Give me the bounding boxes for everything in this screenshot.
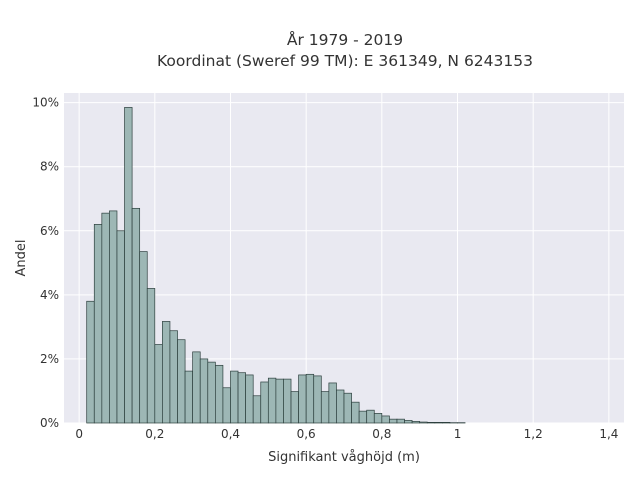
- histogram-bar: [267, 377, 277, 424]
- histogram-bar: [290, 391, 299, 424]
- y-tick-label: 0%: [40, 416, 59, 430]
- y-axis-ticks: 0% 2% 4% 6% 8% 10%: [32, 96, 59, 430]
- x-tick-label: 1,2: [524, 427, 543, 441]
- histogram-bar: [298, 374, 307, 424]
- histogram-bar: [207, 361, 216, 424]
- x-tick-label: 0,4: [221, 427, 240, 441]
- histogram-bar: [162, 321, 171, 424]
- x-tick-label: 1,4: [599, 427, 618, 441]
- histogram-bar: [230, 370, 239, 424]
- histogram-bar: [358, 410, 368, 424]
- histogram-bar: [411, 421, 421, 424]
- histogram-bar: [366, 409, 375, 424]
- x-tick-label: 0,2: [145, 427, 164, 441]
- histogram-bar: [260, 381, 269, 424]
- x-tick-label: 0,6: [297, 427, 316, 441]
- histogram-bar: [109, 210, 118, 424]
- histogram-bar: [396, 418, 405, 424]
- histogram-bar: [351, 401, 360, 424]
- y-tick-label: 6%: [40, 224, 59, 238]
- histogram-bar: [305, 373, 315, 424]
- x-axis-label: Signifikant våghöjd (m): [268, 450, 420, 465]
- histogram-bar: [177, 339, 186, 424]
- histogram-bar: [124, 107, 133, 424]
- histogram-bar: [404, 420, 413, 424]
- histogram-bar: [169, 330, 178, 424]
- histogram-bar: [131, 207, 141, 424]
- histogram-bar: [320, 391, 330, 424]
- bars: [86, 107, 466, 424]
- histogram-bar: [275, 378, 284, 424]
- histogram-bar: [426, 422, 436, 424]
- histogram-bar: [434, 422, 443, 424]
- histogram-bar: [442, 422, 451, 424]
- y-axis-label: Andel: [14, 240, 29, 277]
- histogram-bar: [252, 395, 262, 424]
- x-tick-label: 0,8: [372, 427, 391, 441]
- histogram-bar: [328, 382, 337, 424]
- histogram-bar: [215, 364, 224, 424]
- histogram-bar: [86, 300, 95, 424]
- histogram-bar: [222, 387, 231, 424]
- histogram-bar: [237, 372, 246, 424]
- histogram-bar: [389, 418, 398, 424]
- histogram-bar: [139, 251, 148, 424]
- histogram-bar: [245, 374, 254, 424]
- histogram-bar: [116, 230, 125, 424]
- x-tick-label: 0: [75, 427, 83, 441]
- x-tick-label: 1: [454, 427, 462, 441]
- histogram-bar: [146, 288, 156, 424]
- histogram-bar: [101, 212, 110, 424]
- y-tick-label: 8%: [40, 160, 59, 174]
- histogram-bar: [154, 344, 163, 424]
- y-tick-label: 2%: [40, 352, 59, 366]
- histogram-bar: [192, 351, 201, 424]
- histogram-bar: [373, 413, 383, 424]
- x-axis-ticks: 0 0,2 0,4 0,6 0,8 1 1,2 1,4: [75, 427, 618, 441]
- histogram-bar: [184, 370, 193, 424]
- histogram-bar: [199, 358, 209, 424]
- histogram-bar: [313, 375, 322, 424]
- y-tick-label: 10%: [32, 96, 59, 110]
- histogram-bar: [336, 389, 345, 424]
- histogram-bar: [419, 421, 428, 424]
- histogram-bar: [343, 392, 352, 424]
- histogram-bar: [381, 415, 390, 424]
- histogram-bar: [283, 378, 292, 424]
- histogram-bar: [93, 224, 103, 424]
- chart-title-line1: År 1979 - 2019: [287, 30, 403, 49]
- y-tick-label: 4%: [40, 288, 59, 302]
- chart-title-line2: Koordinat (Sweref 99 TM): E 361349, N 62…: [157, 52, 533, 70]
